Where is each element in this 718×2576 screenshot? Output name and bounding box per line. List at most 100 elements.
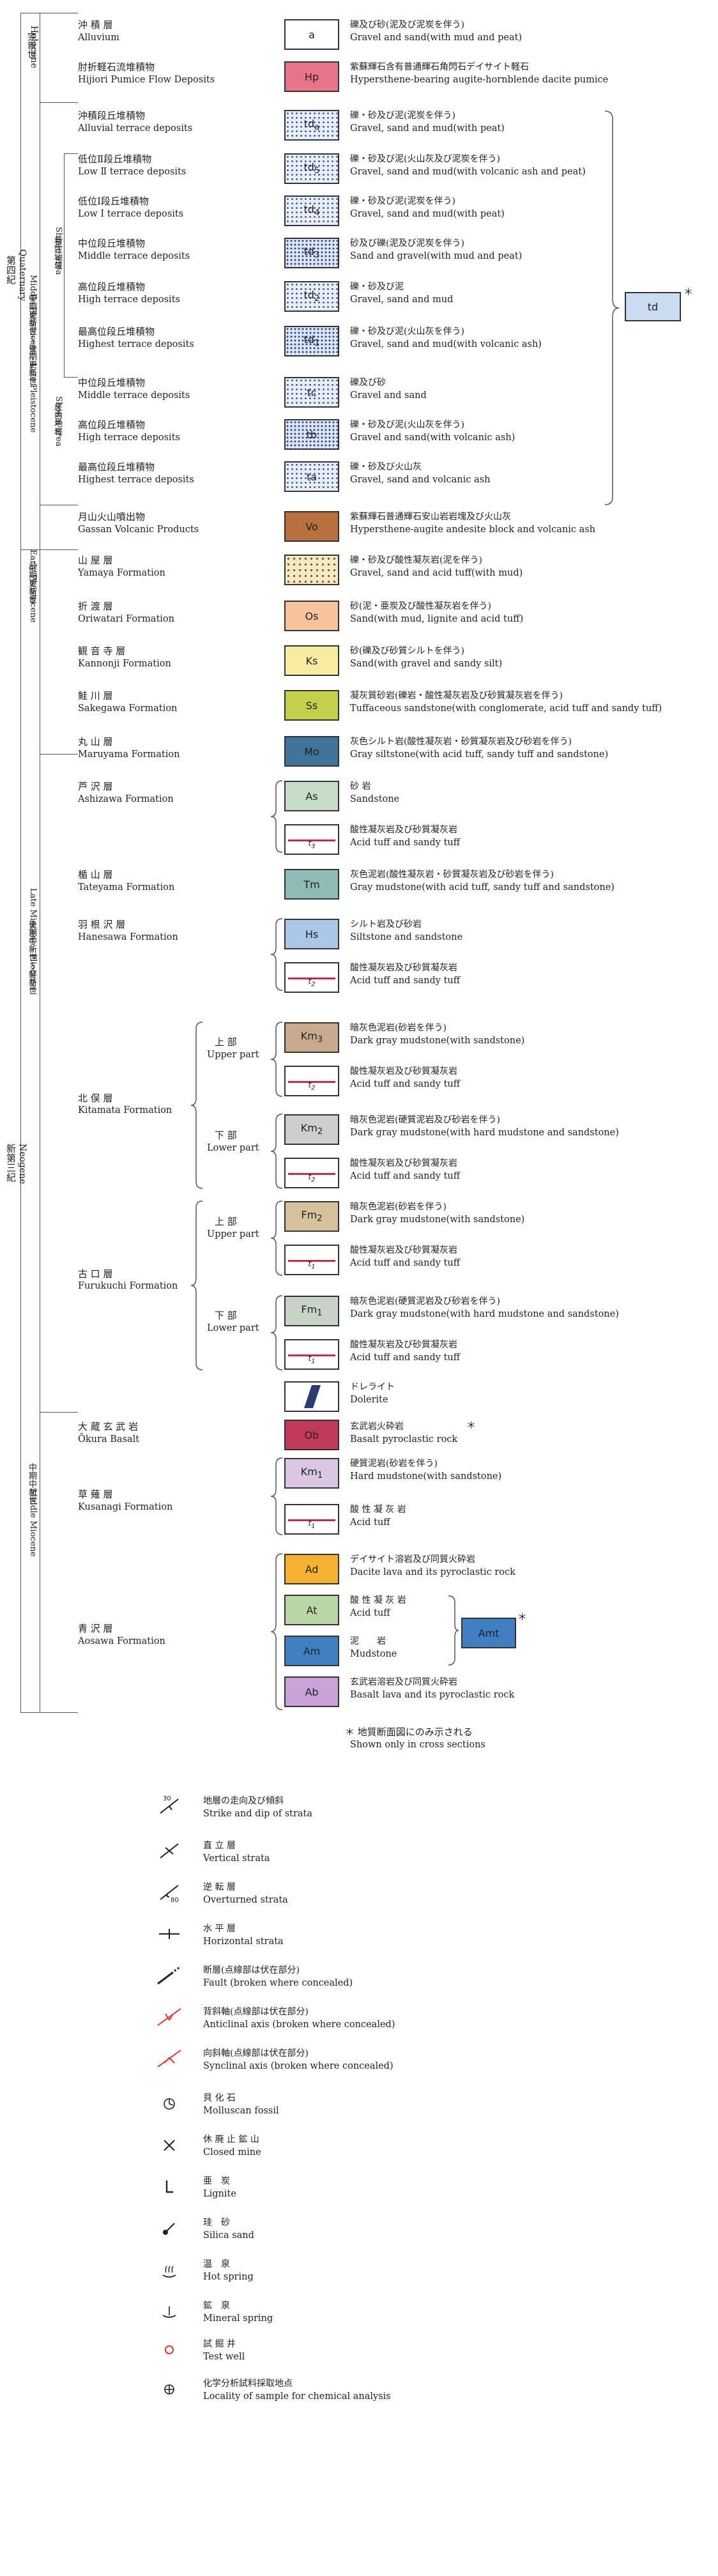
symbol-label-jp: 貝 化 石: [203, 2093, 236, 2103]
fm-tuff-lower-en: Acid tuff and sandy tuff: [350, 1353, 461, 1363]
middle-miocene-label-jp: 中期中新世: [27, 1463, 36, 1505]
unit-name-jp: 観 音 寺 層: [78, 645, 126, 657]
km-tuff-upper-jp: 酸性凝灰岩及び砂質凝灰岩: [350, 1066, 457, 1077]
area-column-line: [64, 153, 65, 377]
mineral-spring-icon: [157, 2301, 182, 2320]
am-desc-en: Mudstone: [350, 1649, 397, 1659]
late-miocene-label-jp: 後期中新世～鮮新世: [27, 920, 36, 995]
unit-box-ob: Ob: [284, 1420, 339, 1450]
ob-asterisk: ＊: [466, 1420, 477, 1431]
symbol-label-jp: 珪 砂: [203, 2218, 230, 2228]
td-asterisk: ＊: [684, 286, 694, 298]
unit-name-en: High terrace deposits: [78, 433, 180, 443]
unit-box-fm2: Fm2: [284, 1201, 339, 1232]
unit-name-jp: 折 渡 層: [78, 601, 113, 612]
unit-box-kusanagi-tuff: t1: [284, 1504, 339, 1535]
unit-name-jp: 月山火山噴出物: [78, 511, 146, 523]
aosawa-name-en: Aosawa Formation: [78, 1636, 165, 1646]
at-desc-jp: 酸 性 凝 灰 岩: [350, 1595, 406, 1606]
symbol-label-en: Strike and dip of strata: [203, 1809, 313, 1819]
at-desc-en: Acid tuff: [350, 1608, 390, 1618]
furukuchi-lower-en: Lower part: [207, 1323, 259, 1333]
note-en: Shown only in cross sections: [350, 1740, 485, 1750]
ad-desc-jp: デイサイト溶岩及び同質火砕岩: [350, 1554, 475, 1565]
unit-code: td5: [303, 161, 320, 176]
dip-value: 80: [171, 1897, 179, 1904]
era-column-line: [20, 13, 21, 1712]
unit-name-en: High terrace deposits: [78, 295, 180, 305]
ob-desc-en: Basalt pyroclastic rock: [350, 1434, 458, 1445]
unit-box-km-tuff-lower: t2: [284, 1158, 339, 1188]
unit-brace: [270, 780, 283, 853]
unit-code: Am: [303, 1644, 321, 1657]
unit-desc-en: Sandstone: [350, 794, 400, 804]
unit-box: a: [284, 19, 339, 50]
unit-name-jp: 楯 山 層: [78, 869, 113, 880]
unit-name-jp: 丸 山 層: [78, 736, 113, 747]
symbol-label-jp: 鉱 泉: [203, 2301, 230, 2311]
aosawa-brace: [270, 1553, 283, 1710]
unit-tuff-en: Acid tuff and sandy tuff: [350, 976, 461, 986]
unit-name-en: Alluvium: [78, 33, 120, 43]
unit-desc-jp: 礫及び砂(泥及び泥炭を伴う): [350, 20, 464, 30]
fm2-desc-jp: 暗灰色泥岩(砂岩を伴う): [350, 1202, 447, 1212]
symbol-label-jp: 逆 転 層: [203, 1882, 236, 1892]
amt-brace: [448, 1595, 459, 1666]
unit-desc-en: Gravel, sand and mud: [350, 295, 454, 305]
unit-code: Hs: [305, 928, 319, 940]
early-pleistocene-label-jp: 前期更新世: [27, 562, 36, 604]
unit-name-en: Hanesawa Formation: [78, 932, 178, 942]
unit-desc-en: Sand and gravel(with mud and peat): [350, 251, 523, 261]
unit-name-en: Oriwatari Formation: [78, 614, 175, 624]
unit-code: Tm: [303, 878, 320, 891]
unit-box: td3: [284, 238, 339, 268]
unit-tuff-en: Acid tuff and sandy tuff: [350, 838, 461, 848]
holocene-label-en: Holocene: [29, 26, 39, 68]
kusanagi-name-jp: 草 薙 層: [78, 1489, 113, 1500]
unit-name-jp: 羽 根 沢 層: [78, 919, 126, 930]
okura-name-en: Ōkura Basalt: [78, 1434, 140, 1445]
unit-name-en: Middle terrace deposits: [78, 390, 190, 401]
unit-name-en: Hijiori Pumice Flow Deposits: [78, 75, 215, 85]
unit-code: Ad: [305, 1563, 319, 1575]
unit-box: As: [284, 781, 339, 811]
symbol-label-jp: 試 掘 井: [203, 2339, 236, 2349]
shonai-area-label-jp: 庄内地域: [52, 402, 62, 436]
symbol-label-en: Vertical strata: [203, 1853, 270, 1864]
unit-desc-en: Gray siltstone(with acid tuff, sandy tuf…: [350, 749, 609, 760]
kitamata-lower-brace: [270, 1114, 283, 1189]
epoch-line-4: [40, 1412, 78, 1413]
unit-box: tc: [284, 377, 339, 408]
symbol-label-en: Lignite: [203, 2189, 236, 2199]
unit-name-jp: 高位段丘堆積物: [78, 281, 146, 293]
unit-box: ta: [284, 461, 339, 492]
neogene-label-en: Neogene: [17, 1144, 27, 1184]
epoch-line-3: [40, 754, 78, 755]
shinjo-area-label-en: Shinjo area: [54, 227, 63, 275]
symbol-label-jp: 向斜軸(点線部は伏在部分): [203, 2048, 309, 2058]
unit-desc-en: Sand(with gravel and sandy silt): [350, 659, 503, 669]
unit-box: td4: [284, 195, 339, 226]
fm1-desc-en: Dark gray mudstone(with hard mudstone an…: [350, 1309, 619, 1319]
symbol-label-jp: 水 平 層: [203, 1924, 236, 1934]
unit-name-jp: 肘折軽石流堆積物: [78, 61, 155, 73]
quaternary-label-en: Quaternary: [17, 249, 27, 302]
am-desc-jp: 泥 岩: [350, 1636, 386, 1646]
furukuchi-brace: [190, 1200, 203, 1370]
km3-desc-en: Dark gray mudstone(with sandstone): [350, 1036, 525, 1046]
unit-desc-jp: 礫・砂及び泥(泥炭を伴う): [350, 111, 455, 121]
unit-box-fm-tuff-lower: t1: [284, 1339, 339, 1370]
km-tuff-lower-jp: 酸性凝灰岩及び砂質凝灰岩: [350, 1158, 457, 1169]
furukuchi-upper-jp: 上 部: [215, 1216, 237, 1227]
anticline-icon: [157, 2007, 182, 2027]
unit-code: td3: [303, 245, 320, 261]
unit-box: Tm: [284, 869, 339, 900]
mid-pleistocene-label-en: Middle Pleistocene - Late Pleistocene: [28, 275, 38, 433]
symbol-label-en: Synclinal axis (broken where concealed): [203, 2061, 393, 2071]
unit-name-en: Ashizawa Formation: [78, 794, 174, 804]
unit-code: Ks: [305, 654, 318, 667]
era-bottom-line: [20, 1712, 78, 1713]
unit-box: td1: [284, 326, 339, 356]
unit-desc-jp: 紫蘇輝石普通輝石安山岩岩塊及び火山灰: [350, 512, 511, 522]
silica-sand-icon: [157, 2218, 182, 2237]
